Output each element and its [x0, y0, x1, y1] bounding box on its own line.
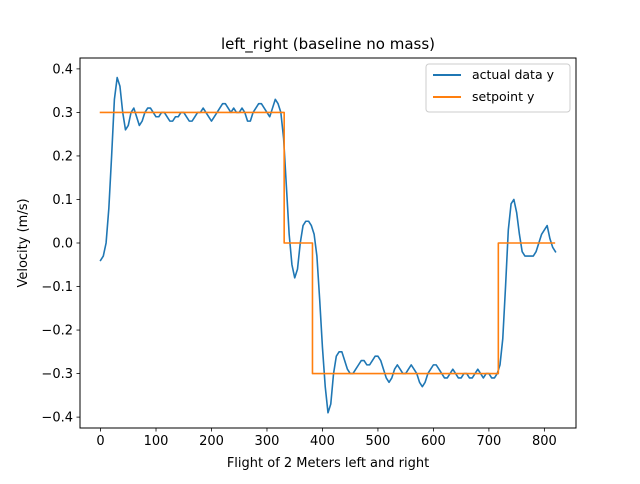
y-tick-label: −0.1: [41, 280, 73, 295]
series-line-setpoint-y: [99, 111, 556, 375]
series-line-actual-data-y: [99, 76, 557, 414]
plot-area: [80, 58, 576, 428]
y-tick-label: 0.3: [52, 106, 73, 121]
y-axis-label: Velocity (m/s): [16, 198, 31, 287]
series-layer: [99, 76, 557, 414]
chart-title: left_right (baseline no mass): [221, 35, 435, 54]
y-tick-label: −0.3: [41, 367, 73, 382]
x-tick-label: 0: [96, 434, 104, 449]
x-tick-label: 600: [421, 434, 446, 449]
y-tick-label: 0.4: [52, 62, 73, 77]
y-axis-ticks: −0.4 −0.3 −0.2 −0.1 0.0 0.1 0.2 0.3 0.4: [41, 62, 80, 426]
x-tick-label: 400: [310, 434, 335, 449]
legend-box: [425, 63, 571, 113]
y-tick-label: −0.4: [41, 411, 73, 426]
x-tick-label: 500: [366, 434, 391, 449]
x-tick-label: 300: [255, 434, 280, 449]
x-tick-label: 700: [476, 434, 501, 449]
x-tick-label: 200: [199, 434, 224, 449]
x-tick-label: 100: [144, 434, 169, 449]
y-tick-label: 0.2: [52, 149, 73, 164]
x-axis-ticks: 0 100 200 300 400 500 600 700 800: [96, 428, 557, 449]
legend-label-setpoint: setpoint y: [472, 89, 535, 104]
y-tick-label: 0.0: [52, 237, 73, 252]
y-tick-label: −0.2: [41, 324, 73, 339]
legend-label-actual: actual data y: [472, 67, 555, 82]
y-tick-label: 0.1: [52, 193, 73, 208]
x-axis-label: Flight of 2 Meters left and right: [227, 456, 429, 471]
legend: actual data y setpoint y: [425, 63, 571, 113]
x-tick-label: 800: [532, 434, 557, 449]
